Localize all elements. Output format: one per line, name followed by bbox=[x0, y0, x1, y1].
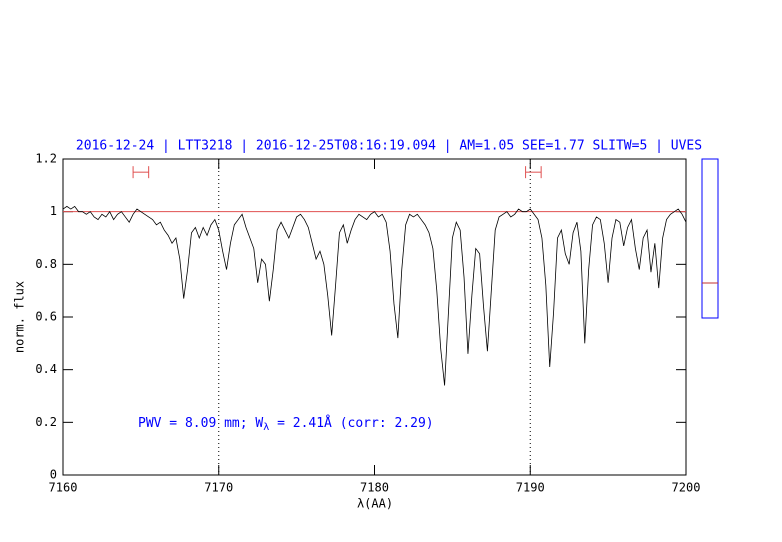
y-tick-label: 0.6 bbox=[35, 310, 57, 324]
x-axis-label: λ(AA) bbox=[357, 497, 393, 511]
y-axis-label: norm. flux bbox=[13, 281, 27, 353]
y-tick-label: 1 bbox=[50, 204, 57, 218]
x-tick-label: 7190 bbox=[516, 481, 545, 495]
x-tick-label: 7180 bbox=[360, 481, 389, 495]
annotation: PWV = 8.09 mm; Wλ = 2.41Å (corr: 2.29) bbox=[138, 415, 434, 434]
y-tick-label: 1.2 bbox=[35, 152, 57, 166]
side-panel bbox=[701, 158, 719, 319]
continuum-window bbox=[525, 166, 542, 179]
y-tick-label: 0.2 bbox=[35, 415, 57, 429]
chart-title: 2016-12-24 | LTT3218 | 2016-12-25T08:16:… bbox=[76, 139, 702, 154]
y-tick-label: 0.8 bbox=[35, 257, 57, 271]
annotation-part: PWV = 8.09 mm; W bbox=[138, 416, 263, 431]
y-tick-label: 0.4 bbox=[35, 362, 57, 376]
x-tick-label: 7160 bbox=[49, 481, 78, 495]
x-tick-label: 7200 bbox=[672, 481, 701, 495]
x-tick-label: 7170 bbox=[204, 481, 233, 495]
spectrum-line bbox=[62, 205, 687, 386]
continuum-window bbox=[132, 166, 150, 179]
y-tick-label: 0 bbox=[50, 468, 57, 482]
annotation-part: = 2.41Å (corr: 2.29) bbox=[269, 415, 433, 431]
annotation-part: λ bbox=[263, 422, 269, 433]
